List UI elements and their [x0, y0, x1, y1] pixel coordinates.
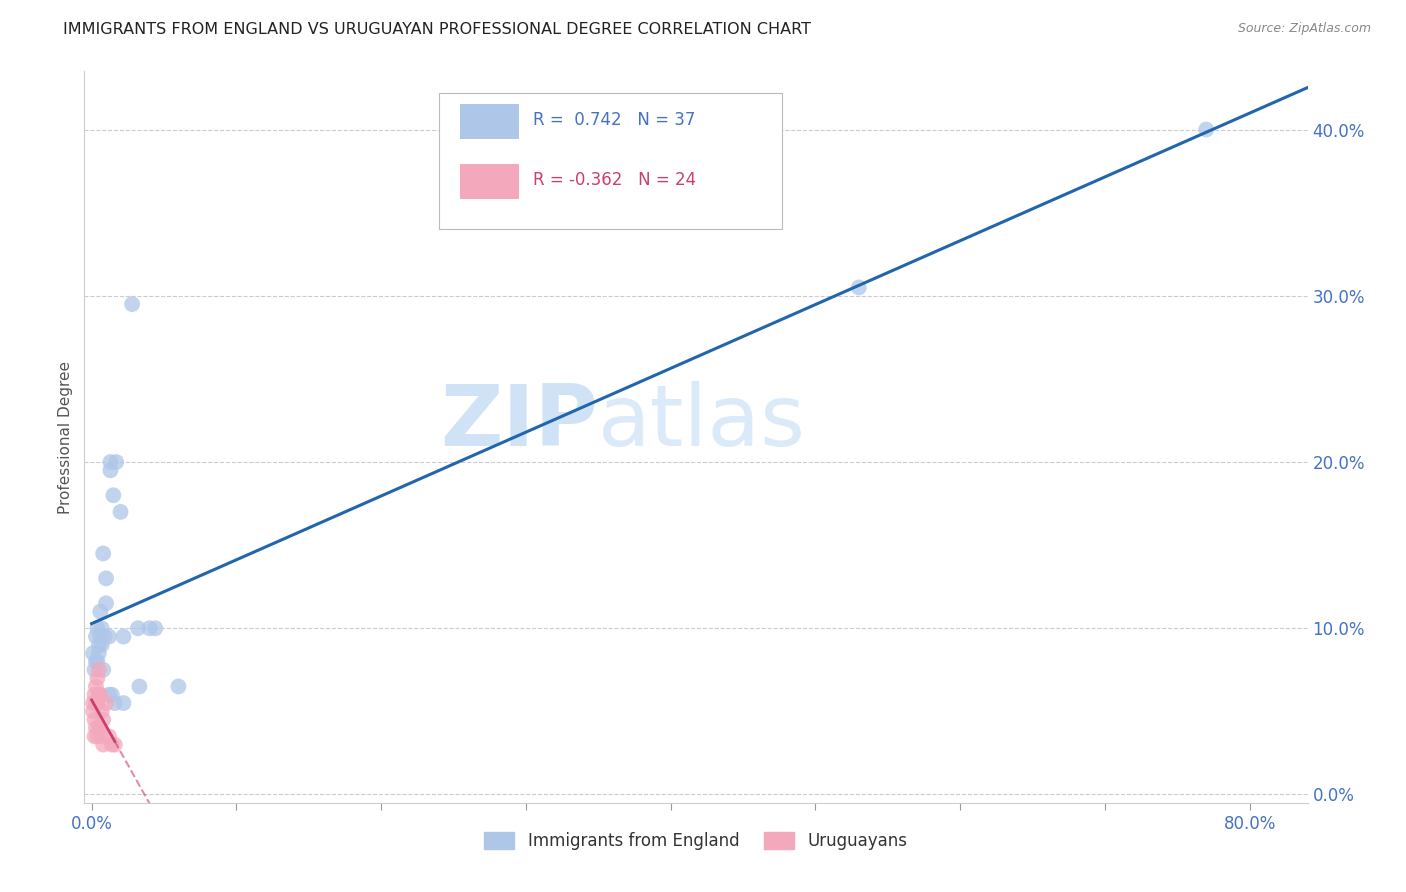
Point — [101, 738, 124, 752]
Text: ZIP: ZIP — [440, 381, 598, 464]
Point — [84, 721, 107, 735]
Point — [84, 655, 107, 669]
Point — [127, 621, 149, 635]
Point — [93, 630, 115, 644]
Point — [98, 688, 121, 702]
Point — [91, 713, 114, 727]
Point — [105, 455, 128, 469]
Bar — [460, 164, 519, 200]
FancyBboxPatch shape — [439, 94, 782, 228]
Point — [90, 729, 112, 743]
Point — [86, 621, 108, 635]
Text: IMMIGRANTS FROM ENGLAND VS URUGUAYAN PROFESSIONAL DEGREE CORRELATION CHART: IMMIGRANTS FROM ENGLAND VS URUGUAYAN PRO… — [63, 22, 811, 37]
Point — [848, 280, 870, 294]
Point — [100, 455, 122, 469]
Point — [110, 505, 132, 519]
Point — [82, 646, 104, 660]
Point — [84, 696, 107, 710]
Point — [104, 738, 127, 752]
Point — [143, 621, 166, 635]
Point — [1195, 122, 1218, 136]
Point — [83, 729, 105, 743]
Point — [100, 463, 122, 477]
Point — [103, 488, 125, 502]
Point — [87, 721, 110, 735]
Point — [89, 688, 111, 702]
Point — [112, 696, 135, 710]
Point — [167, 680, 190, 694]
Point — [89, 605, 111, 619]
Y-axis label: Professional Degree: Professional Degree — [58, 360, 73, 514]
Point — [91, 738, 114, 752]
Point — [82, 705, 104, 719]
Point — [83, 688, 105, 702]
Point — [121, 297, 143, 311]
Point — [94, 596, 117, 610]
Bar — [460, 104, 519, 139]
Point — [83, 713, 105, 727]
Point — [87, 663, 110, 677]
Point — [90, 638, 112, 652]
Text: Source: ZipAtlas.com: Source: ZipAtlas.com — [1237, 22, 1371, 36]
Point — [86, 655, 108, 669]
Point — [84, 630, 107, 644]
Point — [86, 671, 108, 685]
Point — [84, 680, 107, 694]
Point — [86, 696, 108, 710]
Point — [101, 688, 124, 702]
Point — [91, 546, 114, 560]
Point — [87, 688, 110, 702]
Point — [94, 696, 117, 710]
Point — [89, 721, 111, 735]
Point — [128, 680, 150, 694]
Point — [90, 705, 112, 719]
Point — [87, 638, 110, 652]
Point — [87, 688, 110, 702]
Text: R =  0.742   N = 37: R = 0.742 N = 37 — [533, 112, 696, 129]
Point — [98, 729, 121, 743]
Point — [87, 646, 110, 660]
Text: atlas: atlas — [598, 381, 806, 464]
Point — [112, 630, 135, 644]
Point — [89, 630, 111, 644]
Point — [86, 729, 108, 743]
Point — [138, 621, 160, 635]
Point — [98, 630, 121, 644]
Point — [83, 663, 105, 677]
Text: R = -0.362   N = 24: R = -0.362 N = 24 — [533, 171, 696, 189]
Point — [104, 696, 127, 710]
Legend: Immigrants from England, Uruguayans: Immigrants from England, Uruguayans — [478, 825, 914, 856]
Point — [94, 571, 117, 585]
Point — [91, 663, 114, 677]
Point — [82, 696, 104, 710]
Point — [90, 621, 112, 635]
